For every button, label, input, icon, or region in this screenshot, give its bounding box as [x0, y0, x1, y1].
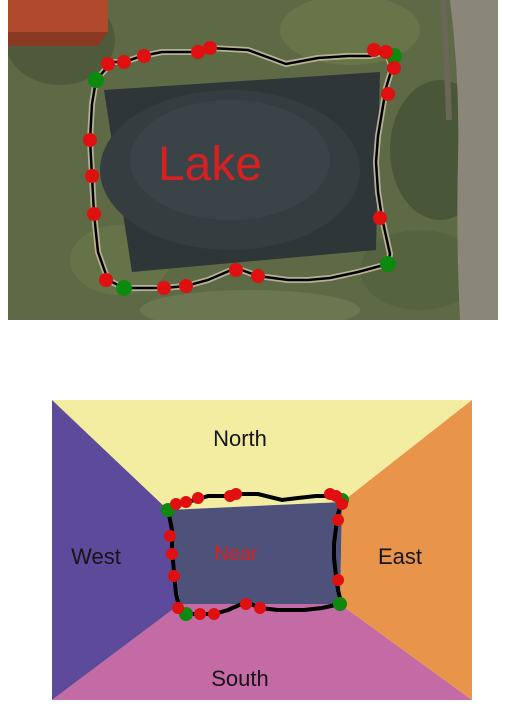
region-label-east: East — [378, 544, 422, 569]
vertex-point — [332, 514, 344, 526]
vertex-point — [194, 608, 206, 620]
vertex-point — [373, 211, 387, 225]
veg-patch — [140, 290, 360, 330]
vertex-point — [192, 492, 204, 504]
vertex-point — [191, 45, 205, 59]
vertex-point — [157, 281, 171, 295]
vertex-point — [208, 608, 220, 620]
vertex-point — [88, 72, 104, 88]
region-label-north: North — [213, 426, 267, 451]
vertex-point — [240, 598, 252, 610]
region-label-south: South — [211, 666, 269, 691]
vertex-point — [381, 87, 395, 101]
figure-container: Lake North South West East Near — [0, 0, 518, 718]
building-roof-shadow — [8, 32, 108, 46]
vertex-point — [336, 498, 348, 510]
vertex-point — [203, 41, 217, 55]
vertex-point — [116, 280, 132, 296]
vertex-point — [83, 133, 97, 147]
vertex-point — [179, 279, 193, 293]
vertex-point — [172, 602, 184, 614]
vertex-point — [251, 269, 265, 283]
top-panel: Lake — [5, 0, 498, 330]
vertex-point — [117, 55, 131, 69]
vertex-point — [99, 273, 113, 287]
vertex-point — [387, 61, 401, 75]
vertex-point — [367, 43, 381, 57]
vertex-point — [168, 570, 180, 582]
region-label-near: Near — [214, 543, 258, 565]
vertex-point — [229, 263, 243, 277]
vertex-point — [137, 49, 151, 63]
vertex-point — [380, 256, 396, 272]
building-roof — [8, 0, 108, 32]
vertex-point — [332, 574, 344, 586]
vertex-point — [101, 57, 115, 71]
vertex-point — [230, 488, 242, 500]
region-label-west: West — [71, 544, 121, 569]
vertex-point — [170, 498, 182, 510]
vertex-point — [379, 45, 393, 59]
lake-label: Lake — [158, 138, 262, 191]
vertex-point — [333, 597, 347, 611]
figure-svg: Lake North South West East Near — [0, 0, 518, 718]
vertex-point — [166, 548, 178, 560]
bottom-panel: North South West East Near — [52, 400, 472, 700]
vertex-point — [254, 602, 266, 614]
vertex-point — [180, 496, 192, 508]
vertex-point — [87, 207, 101, 221]
vertex-point — [164, 530, 176, 542]
vertex-point — [85, 169, 99, 183]
